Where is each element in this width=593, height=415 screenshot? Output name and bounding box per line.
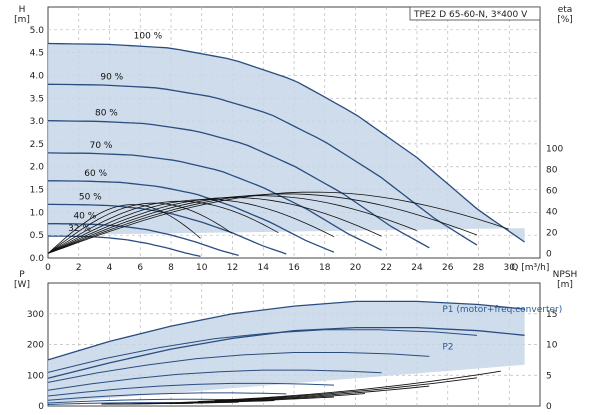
- y-tick-label: 0: [38, 402, 44, 412]
- y2-tick-label: 5: [546, 371, 552, 381]
- x-tick-label: 14: [258, 263, 270, 273]
- npsh-curve: [198, 377, 478, 402]
- y2-axis-unit: [m]: [557, 280, 573, 290]
- y-axis-unit: [m]: [14, 15, 30, 25]
- y-tick-label: 0.0: [30, 254, 45, 264]
- head-curve: [48, 180, 335, 253]
- y2-tick-label: 0: [546, 402, 552, 412]
- x-tick-label: 10: [196, 263, 208, 273]
- power-curve: [47, 326, 525, 379]
- x-axis-unit: [m³/h]: [521, 263, 549, 273]
- efficiency-curve: [47, 197, 382, 254]
- y-tick-label: 4.0: [30, 71, 45, 81]
- y2-axis-label: NPSH: [553, 270, 578, 280]
- power-curve: [47, 369, 382, 391]
- head-curve: [47, 42, 525, 243]
- y-tick-label: 300: [27, 310, 44, 320]
- head-curve: [47, 120, 430, 249]
- head-curve: [47, 83, 478, 246]
- x-tick-label: 4: [107, 263, 113, 273]
- power-curve: [47, 398, 239, 404]
- head-curve: [47, 235, 201, 258]
- title-box: [409, 6, 541, 21]
- y2-tick-label: 100: [546, 144, 563, 154]
- efficiency-curve: [47, 191, 509, 254]
- y-tick-label: 2.5: [30, 140, 44, 150]
- efficiency-curve: [47, 198, 335, 254]
- power-curve: [47, 329, 478, 373]
- y2-tick-label: 0: [546, 249, 552, 259]
- x-tick-label: 16: [288, 263, 300, 273]
- operating-range-fill: [48, 43, 525, 243]
- y-tick-label: 1.5: [30, 186, 44, 196]
- y-tick-label: 3.0: [30, 117, 45, 127]
- power-series-label: P1 (motor+freq.converter): [442, 305, 562, 315]
- y-tick-label: 200: [27, 341, 44, 351]
- y-tick-label: 1.0: [30, 208, 45, 218]
- y2-tick-label: 15: [546, 310, 557, 320]
- speed-label: 40 %: [73, 212, 96, 222]
- y-tick-label: 5.0: [30, 26, 45, 36]
- head-curve: [48, 203, 287, 255]
- x-tick-label: 8: [168, 263, 174, 273]
- y-tick-label: 3.5: [30, 94, 44, 104]
- y2-axis-label: eta: [558, 5, 573, 15]
- head-curve: [47, 152, 382, 251]
- speed-label: 90 %: [100, 72, 123, 82]
- speed-label: 80 %: [95, 109, 118, 119]
- x-tick-label: 28: [473, 263, 485, 273]
- npsh-curve: [214, 370, 501, 401]
- y-tick-label: 0.5: [30, 231, 44, 241]
- head-curve: [48, 223, 239, 257]
- y2-tick-label: 20: [546, 228, 558, 238]
- x-axis-label: Q: [511, 263, 518, 273]
- speed-label: 70 %: [90, 141, 113, 151]
- y-tick-label: 2.0: [30, 163, 45, 173]
- efficiency-curve: [47, 193, 478, 254]
- x-tick-label: 6: [137, 263, 143, 273]
- speed-label: 100 %: [134, 32, 163, 42]
- x-tick-label: 22: [381, 263, 392, 273]
- x-tick-label: 24: [411, 263, 423, 273]
- efficiency-curve: [47, 204, 201, 254]
- npsh-curve: [101, 402, 193, 405]
- speed-label: 32 %: [68, 224, 91, 234]
- y-axis-unit: [W]: [14, 280, 30, 290]
- x-tick-label: 2: [76, 263, 82, 273]
- x-tick-label: 20: [350, 263, 362, 273]
- speed-label: 50 %: [79, 192, 102, 202]
- power-curve: [47, 352, 430, 383]
- y-tick-label: 100: [27, 371, 44, 381]
- efficiency-curve: [47, 195, 417, 254]
- power-series-label: P2: [442, 342, 453, 352]
- y2-tick-label: 80: [546, 165, 558, 175]
- x-tick-label: 18: [319, 263, 331, 273]
- power-range-fill: [48, 301, 525, 403]
- power-curve: [47, 392, 287, 401]
- efficiency-curve: [47, 200, 279, 254]
- power-curve: [47, 382, 335, 397]
- y2-axis-unit: [%]: [557, 15, 573, 25]
- y2-tick-label: 40: [546, 207, 558, 217]
- chart-title: TPE2 D 65-60-N, 3*400 V: [413, 10, 528, 20]
- y-tick-label: 4.5: [30, 49, 44, 59]
- efficiency-curve: [47, 202, 233, 254]
- speed-label: 60 %: [84, 169, 107, 179]
- y2-tick-label: 10: [546, 341, 558, 351]
- y2-tick-label: 60: [546, 186, 558, 196]
- x-tick-label: 26: [442, 263, 454, 273]
- x-tick-label: 0: [45, 263, 51, 273]
- power-curve: [47, 300, 525, 361]
- y-axis-label: H: [19, 5, 26, 15]
- x-tick-label: 12: [227, 263, 238, 273]
- y-axis-label: P: [19, 270, 25, 280]
- x-tick-label: 30: [504, 263, 516, 273]
